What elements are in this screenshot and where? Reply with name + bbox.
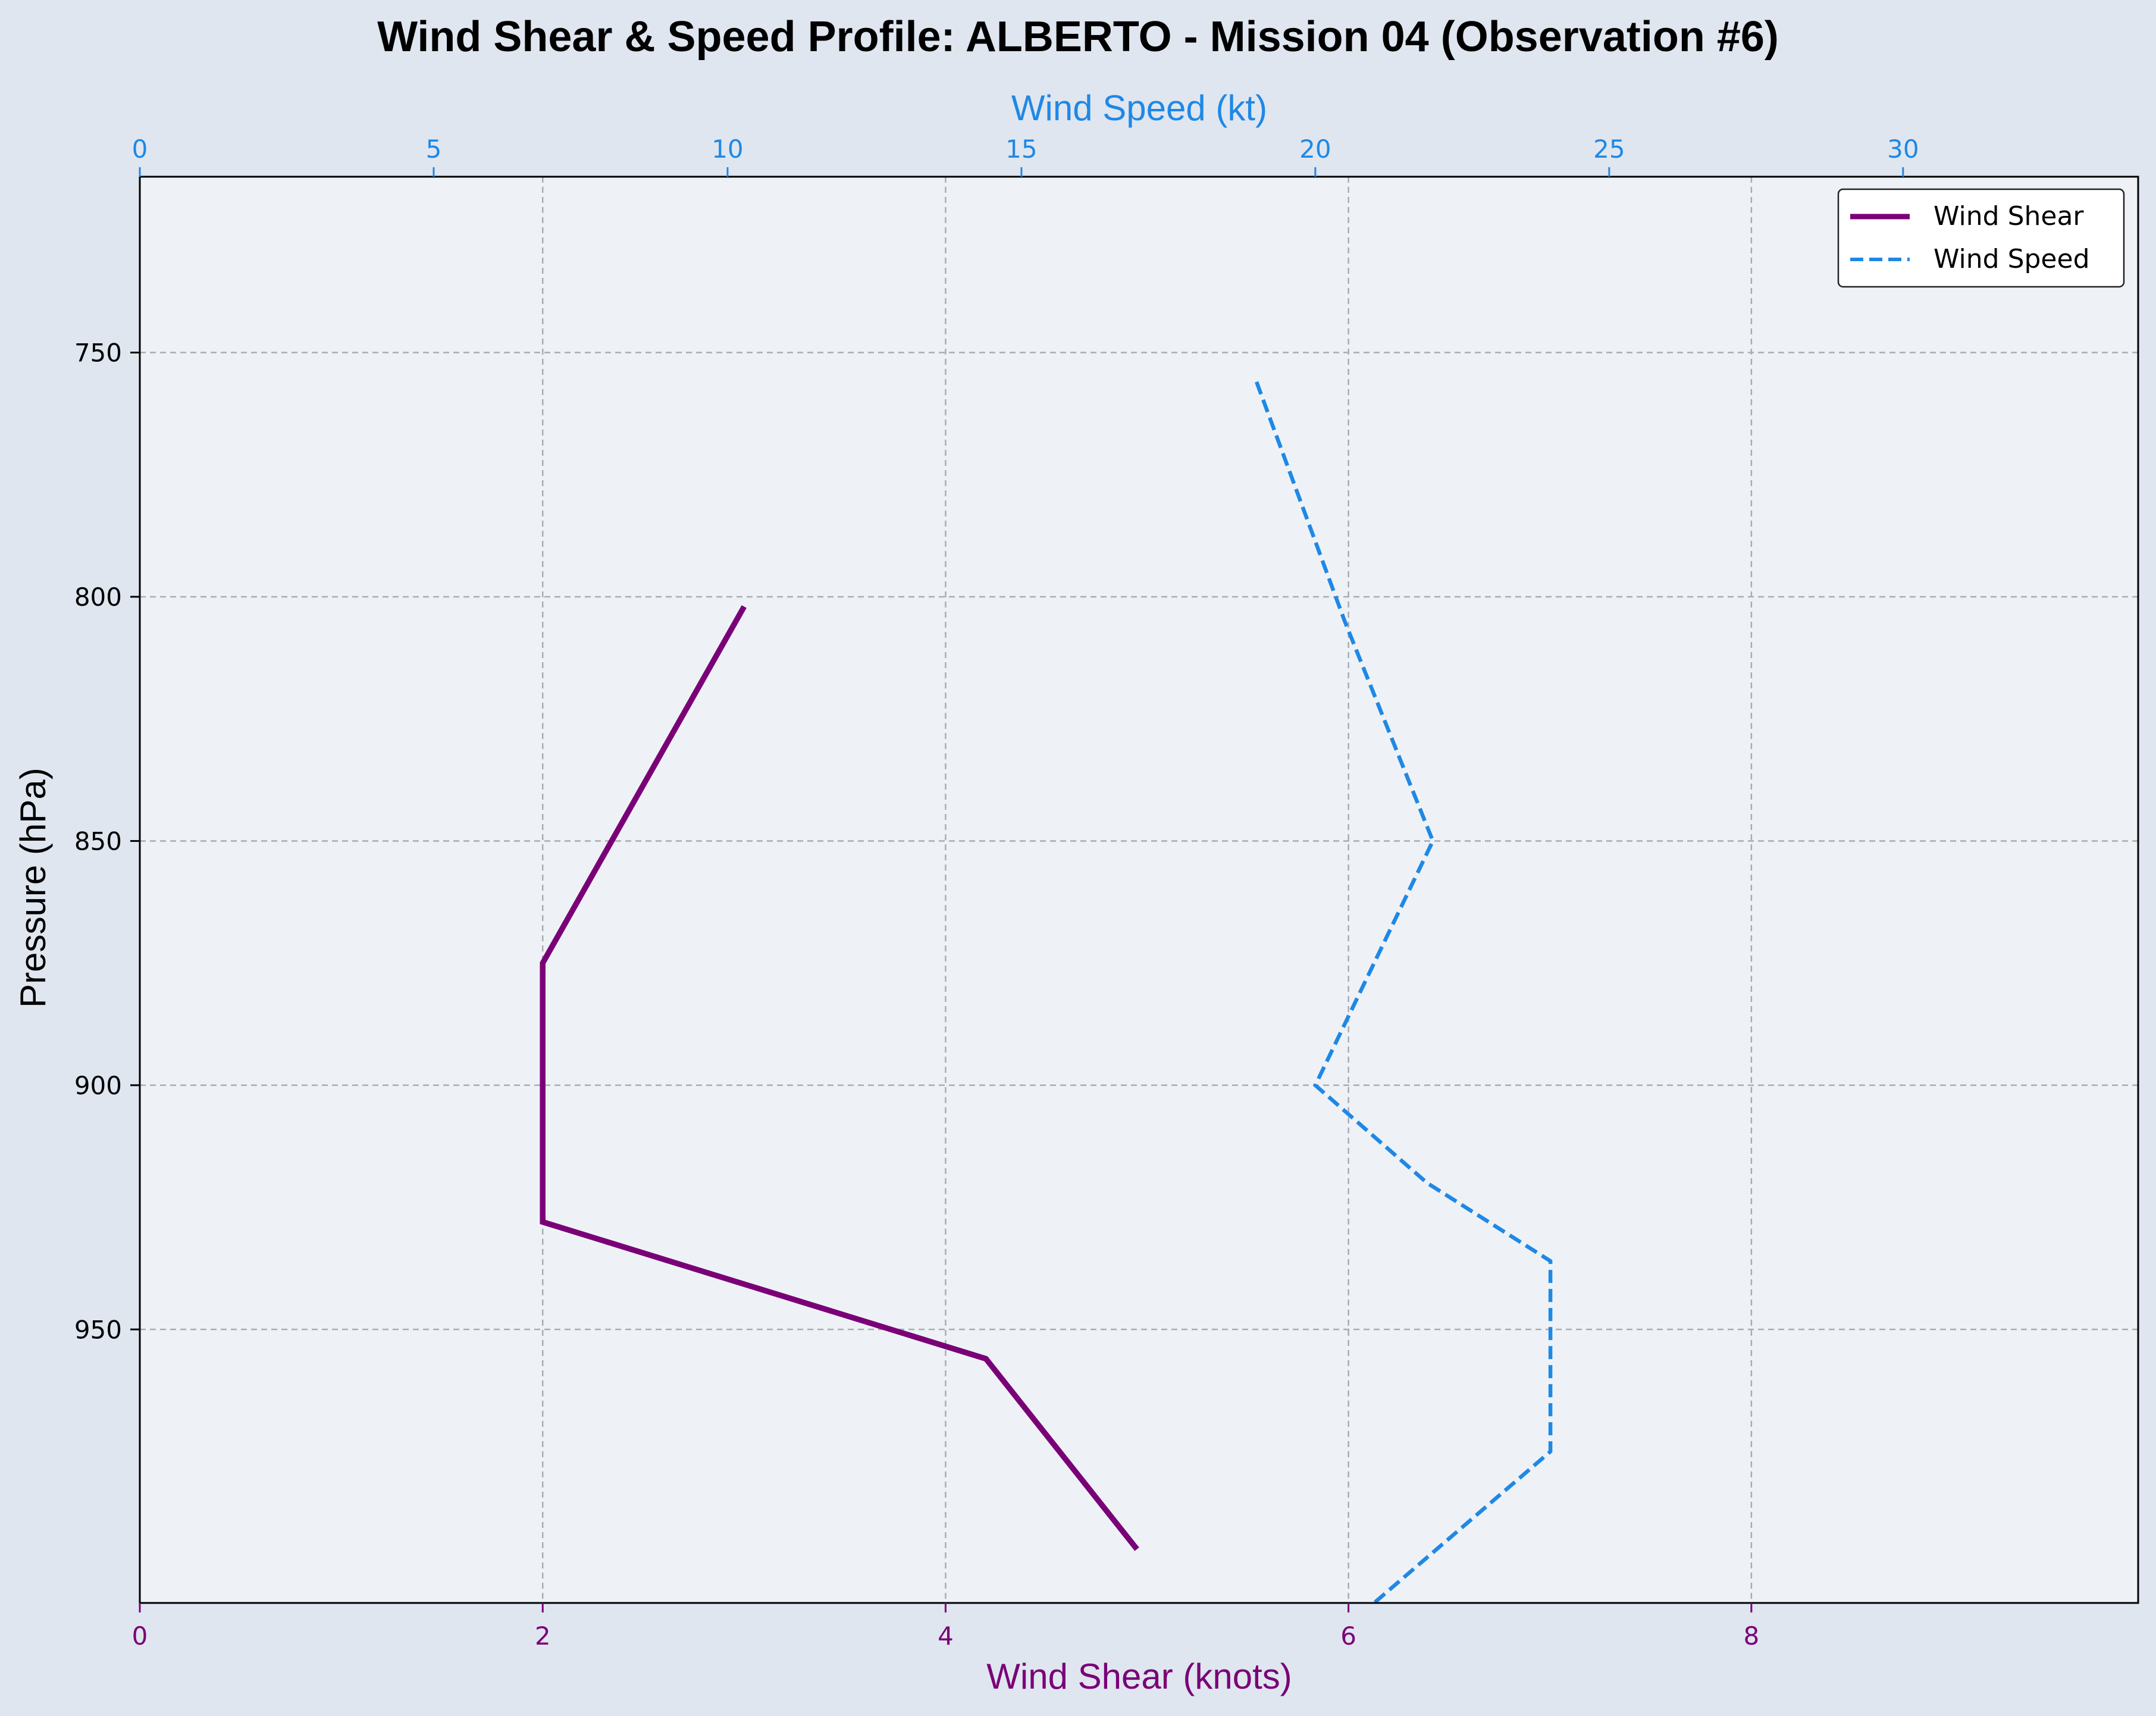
x-top-tick-label-20: 20 [1299, 134, 1331, 164]
x-top-tick-label-30: 30 [1887, 134, 1919, 164]
legend-label-wind-speed: Wind Speed [1933, 244, 2090, 274]
x-top-tick-label-15: 15 [1005, 134, 1037, 164]
x-bottom-tick-label-4: 4 [938, 1621, 954, 1651]
y-tick-label-850: 850 [74, 826, 122, 856]
y-tick-label-800: 800 [74, 583, 122, 612]
series-line-wind-speed [1255, 381, 1553, 1605]
x-bottom-tick-label-8: 8 [1744, 1621, 1760, 1651]
axes: 750 800 850 900 950 0 2 4 6 8 0 5 10 15 20 25 30 [74, 134, 1919, 1651]
series-layer [540, 381, 1553, 1605]
x-top-tick-label-0: 0 [132, 134, 148, 164]
legend-box [1837, 188, 2125, 288]
x-top-tick-label-5: 5 [426, 134, 442, 164]
x-bottom-tick-label-0: 0 [132, 1621, 148, 1651]
x-top-tick-label-25: 25 [1593, 134, 1625, 164]
plot-frame [139, 176, 2139, 1604]
legend: Wind Shear Wind Speed [1837, 188, 2125, 288]
x-axis-top-label: Wind Speed (kt) [1011, 88, 1267, 128]
legend-label-wind-shear: Wind Shear [1933, 201, 2084, 231]
x-bottom-tick-label-2: 2 [535, 1621, 551, 1651]
y-tick-label-900: 900 [74, 1071, 122, 1100]
y-tick-label-750: 750 [74, 339, 122, 368]
x-bottom-tick-label-6: 6 [1340, 1621, 1356, 1651]
plot-area [140, 177, 2138, 1603]
x-top-tick-label-10: 10 [712, 134, 743, 164]
x-axis-bottom-label: Wind Shear (knots) [986, 1656, 1292, 1696]
y-axis-label: Pressure (hPa) [13, 768, 53, 1007]
series-line-wind-shear [540, 605, 1139, 1551]
grid-lines [140, 177, 2138, 1603]
y-tick-label-950: 950 [74, 1315, 122, 1344]
chart-title: Wind Shear & Speed Profile: ALBERTO - Mi… [377, 13, 1779, 61]
